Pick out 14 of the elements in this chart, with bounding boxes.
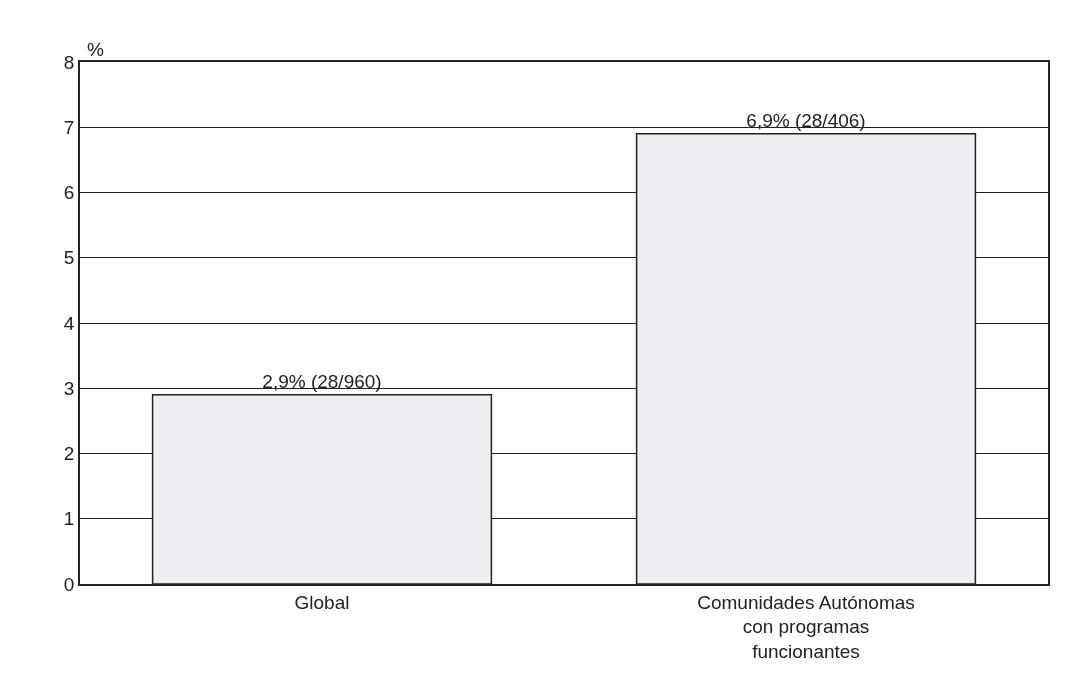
data-label: 2,9% (28/960) [262,370,382,392]
y-tick-label: 6 [63,182,75,204]
y-tick-label: 0 [63,573,75,595]
y-tick-label: 5 [63,247,75,269]
x-tick-label: Comunidades Autónomas con programas funcionantes [697,591,915,662]
y-tick-label: 3 [63,377,75,399]
y-tick-label: 8 [63,51,75,73]
y-tick-label: 7 [63,116,75,138]
data-label: 6,9% (28/406) [746,109,866,131]
x-tick-label: Global [294,591,350,613]
y-tick-label: 1 [63,508,75,530]
y-axis-title: % [87,39,104,60]
y-tick-label: 4 [63,312,75,334]
y-tick-label: 2 [63,443,75,465]
